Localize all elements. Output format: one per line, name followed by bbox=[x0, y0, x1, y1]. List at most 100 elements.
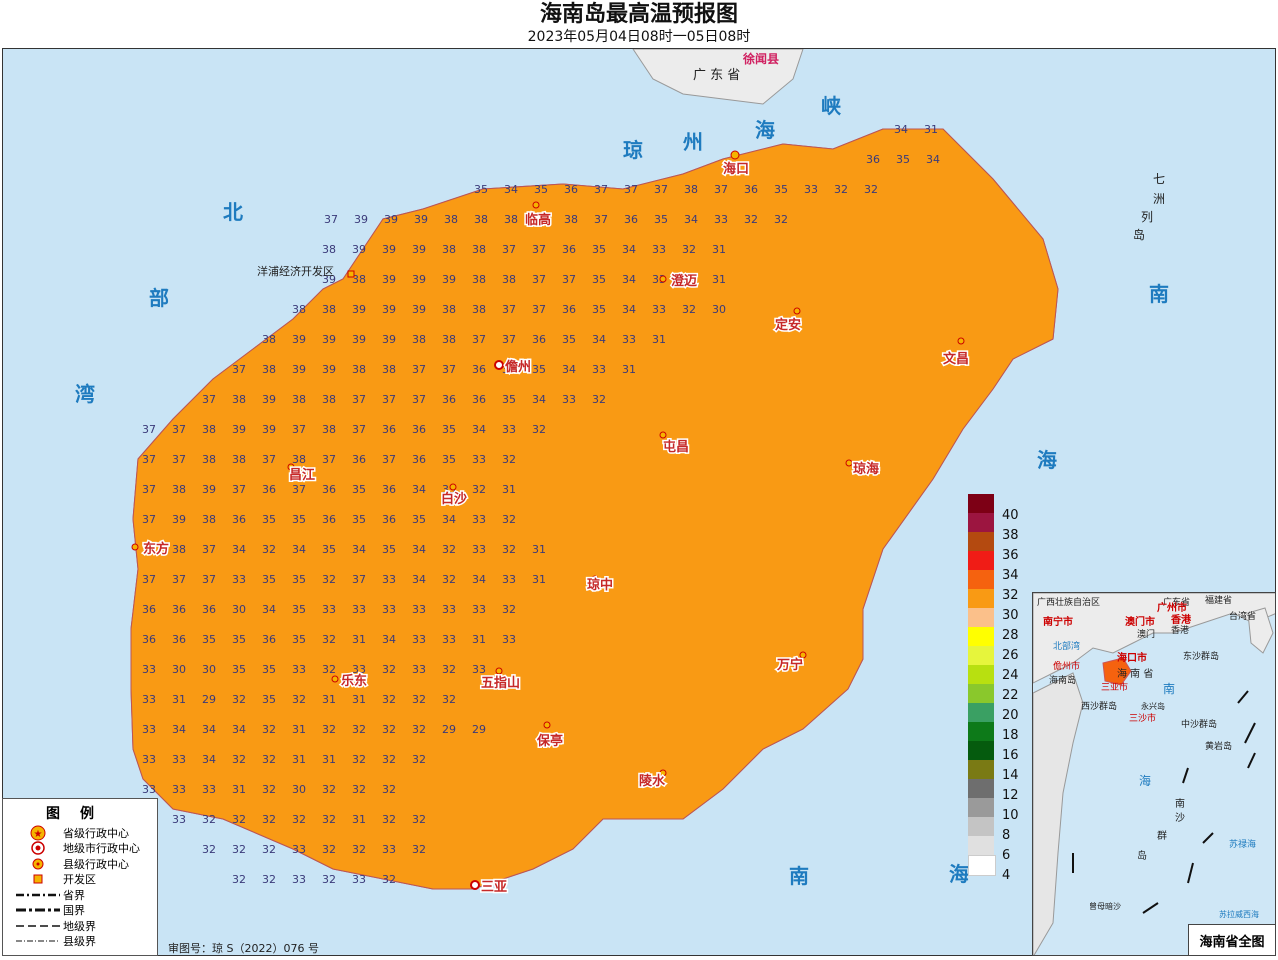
grid-value: 33 bbox=[382, 603, 396, 616]
inset-macao-small: 澳门 bbox=[1137, 628, 1155, 640]
scale-swatch bbox=[968, 817, 994, 836]
grid-value: 36 bbox=[744, 183, 758, 196]
wanning-marker bbox=[799, 651, 807, 659]
scale-swatch bbox=[968, 741, 994, 760]
grid-value: 32 bbox=[262, 783, 276, 796]
city-tunchang: 屯昌 bbox=[663, 439, 689, 455]
grid-value: 36 bbox=[202, 603, 216, 616]
sea-label-bei: 北 bbox=[223, 200, 243, 224]
grid-value: 33 bbox=[382, 573, 396, 586]
grid-value: 39 bbox=[384, 213, 398, 226]
grid-value: 34 bbox=[442, 513, 456, 526]
grid-value: 31 bbox=[292, 753, 306, 766]
scale-label: 26 bbox=[1002, 648, 1019, 663]
page-title: 海南岛最高温预报图 bbox=[539, 1, 738, 27]
grid-value: 37 bbox=[202, 573, 216, 586]
grid-value: 31 bbox=[322, 693, 336, 706]
grid-value: 37 bbox=[412, 363, 426, 376]
grid-value: 33 bbox=[412, 633, 426, 646]
grid-value: 37 bbox=[262, 453, 276, 466]
grid-value: 35 bbox=[232, 663, 246, 676]
grid-value: 32 bbox=[262, 843, 276, 856]
grid-value: 33 bbox=[292, 873, 306, 886]
grid-value: 31 bbox=[622, 363, 636, 376]
double-circle-icon bbox=[31, 841, 45, 855]
grid-value: 32 bbox=[322, 573, 336, 586]
grid-value: 32 bbox=[262, 723, 276, 736]
scale-swatch bbox=[968, 570, 994, 589]
grid-value: 33 bbox=[442, 633, 456, 646]
sea-label-wan: 湾 bbox=[75, 382, 95, 406]
grid-value: 32 bbox=[502, 543, 516, 556]
grid-value: 31 bbox=[712, 243, 726, 256]
dongfang-marker bbox=[131, 543, 139, 551]
grid-value: 34 bbox=[352, 543, 366, 556]
province-line-icon bbox=[16, 893, 60, 896]
scale-label: 34 bbox=[1002, 568, 1019, 583]
grid-value: 29 bbox=[442, 723, 456, 736]
grid-value: 36 bbox=[142, 603, 156, 616]
grid-value: 37 bbox=[654, 183, 668, 196]
grid-value: 36 bbox=[866, 153, 880, 166]
grid-value: 33 bbox=[472, 513, 486, 526]
grid-value: 34 bbox=[504, 183, 518, 196]
scale-label: 20 bbox=[1002, 708, 1019, 723]
grid-value: 39 bbox=[354, 213, 368, 226]
grid-value: 39 bbox=[232, 423, 246, 436]
grid-value: 34 bbox=[472, 573, 486, 586]
grid-value: 37 bbox=[202, 543, 216, 556]
legend-title: 图例 bbox=[46, 806, 114, 822]
lingao-marker bbox=[532, 201, 540, 209]
grid-value: 33 bbox=[382, 843, 396, 856]
grid-value: 32 bbox=[502, 603, 516, 616]
grid-value: 38 bbox=[262, 333, 276, 346]
grid-value: 35 bbox=[592, 303, 606, 316]
grid-value: 39 bbox=[414, 213, 428, 226]
grid-value: 31 bbox=[532, 543, 546, 556]
grid-value: 38 bbox=[262, 363, 276, 376]
grid-value: 34 bbox=[202, 753, 216, 766]
scale-swatch bbox=[968, 627, 994, 646]
inset-taiwan-label: 台湾省 bbox=[1229, 610, 1256, 622]
grid-value: 32 bbox=[592, 393, 606, 406]
scale-swatch bbox=[968, 532, 994, 551]
grid-value: 37 bbox=[502, 303, 516, 316]
grid-value: 33 bbox=[472, 663, 486, 676]
grid-value: 38 bbox=[504, 213, 518, 226]
grid-value: 33 bbox=[352, 663, 366, 676]
city-wanning: 万宁 bbox=[776, 657, 803, 673]
grid-value: 32 bbox=[442, 573, 456, 586]
grid-value: 34 bbox=[894, 123, 908, 136]
grid-value: 37 bbox=[142, 513, 156, 526]
inset-guangxi: 广西壮族自治区 bbox=[1037, 596, 1100, 608]
grid-value: 33 bbox=[652, 303, 666, 316]
grid-value: 35 bbox=[262, 663, 276, 676]
inset-sansha: 三沙市 bbox=[1129, 712, 1156, 724]
grid-value: 33 bbox=[142, 663, 156, 676]
grid-value: 31 bbox=[232, 783, 246, 796]
city-wenchang: 文昌 bbox=[943, 351, 969, 367]
hainan-temperature-map: 琼 州 海 峡 北 部 湾 南 海 南 海 广 东 省 徐闻县 七 洲 列 岛 … bbox=[3, 49, 1275, 955]
grid-value: 32 bbox=[834, 183, 848, 196]
inset-dongsha: 东沙群岛 bbox=[1183, 650, 1219, 662]
grid-value: 30 bbox=[712, 303, 726, 316]
qizhou-1: 七 bbox=[1153, 172, 1165, 186]
grid-value: 38 bbox=[232, 393, 246, 406]
wuzhishan-marker bbox=[495, 667, 503, 675]
grid-value: 33 bbox=[472, 603, 486, 616]
grid-value: 33 bbox=[352, 873, 366, 886]
legend-label: 开发区 bbox=[63, 873, 96, 887]
grid-value: 38 bbox=[322, 423, 336, 436]
sea-label-qiong: 琼 bbox=[623, 138, 643, 162]
grid-value: 39 bbox=[382, 333, 396, 346]
scale-swatch bbox=[968, 684, 994, 703]
inset-svg: 广西壮族自治区 广东省 福建省 台湾省 南宁市 广州市 香港 澳门市 澳门 香港… bbox=[1033, 593, 1275, 955]
lingshui-marker bbox=[659, 769, 667, 777]
grid-value: 38 bbox=[232, 453, 246, 466]
guangdong-land bbox=[632, 49, 804, 105]
grid-value: 34 bbox=[262, 603, 276, 616]
grid-value: 37 bbox=[624, 183, 638, 196]
city-ledong: 乐东 bbox=[341, 673, 367, 689]
grid-value: 31 bbox=[292, 723, 306, 736]
inset-qun: 群 bbox=[1157, 829, 1167, 842]
